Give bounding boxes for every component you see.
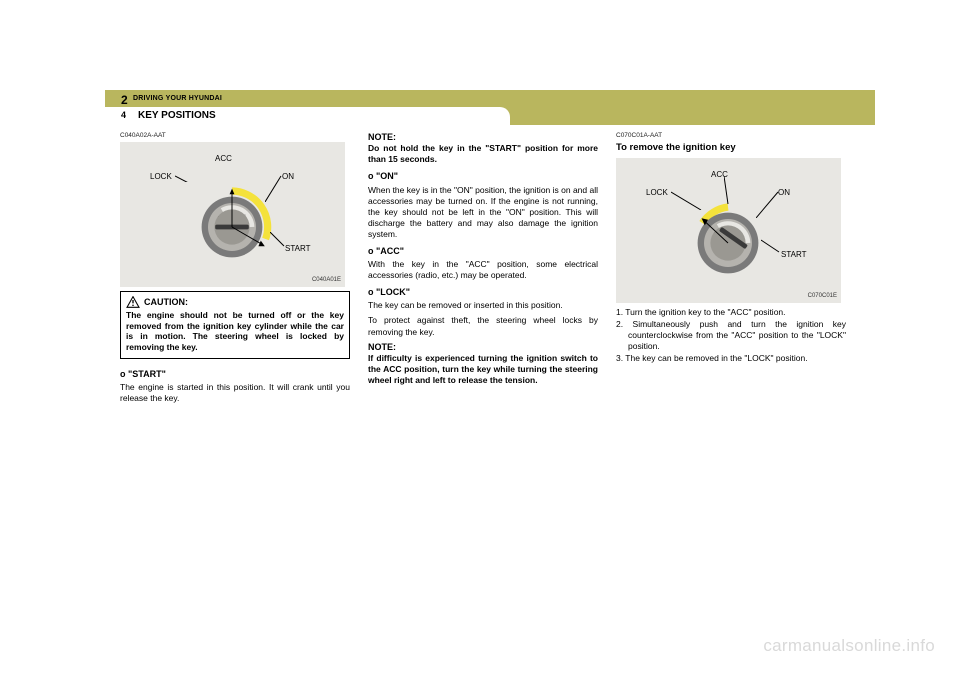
caution-text: The engine should not be turned off or t… (126, 310, 344, 353)
fig2-pointer-acc (724, 176, 744, 206)
fig1-pointer-lock (175, 162, 225, 182)
remove-key-heading: To remove the ignition key (616, 142, 846, 154)
lock-text1: The key can be removed or inserted in th… (368, 300, 598, 311)
lock-heading: o "LOCK" (368, 287, 598, 298)
caution-header: CAUTION: (126, 296, 344, 308)
fig1-pointer-start (270, 232, 300, 252)
note1-head: NOTE: (368, 132, 598, 143)
note2-text: If difficulty is experienced turning the… (368, 353, 598, 386)
step-1: 1. Turn the ignition key to the "ACC" po… (616, 307, 846, 318)
start-text: The engine is started in this position. … (120, 382, 350, 404)
on-heading: o "ON" (368, 171, 598, 182)
content-columns: C040A02A-AAT LOCK ACC ON AC (120, 132, 850, 408)
figure1-code-top: C040A02A-AAT (120, 132, 350, 140)
fig2-pointer-start (761, 236, 791, 256)
figure1-code-bottom: C040A01E (312, 277, 341, 285)
fig1-pointer-on (265, 172, 305, 202)
caution-title: CAUTION: (144, 297, 188, 308)
manual-page: 2 DRIVING YOUR HYUNDAI 4 KEY POSITIONS C… (105, 90, 855, 580)
figure-2: LOCK AC ACC LOCK ON START C070C01E (616, 158, 841, 303)
on-text: When the key is in the "ON" position, th… (368, 185, 598, 240)
fig2-pointer-lock (671, 180, 721, 210)
watermark: carmanualsonline.info (763, 636, 935, 656)
fig2-pointer-on (756, 188, 796, 218)
step-3: 3. The key can be removed in the "LOCK" … (616, 353, 846, 364)
lock-text2: To protect against theft, the steering w… (368, 315, 598, 337)
acc-heading: o "ACC" (368, 246, 598, 257)
figure2-code-top: C070C01A-AAT (616, 132, 846, 140)
column-2: NOTE: Do not hold the key in the "START"… (368, 132, 598, 408)
fig2-label-lock: LOCK (646, 188, 668, 198)
figure2-code-bottom: C070C01E (808, 293, 837, 301)
column-3: C070C01A-AAT To remove the ignition key … (616, 132, 846, 408)
section-title: DRIVING YOUR HYUNDAI (133, 95, 222, 102)
page-heading: KEY POSITIONS (138, 110, 216, 121)
note1-text: Do not hold the key in the "START" posit… (368, 143, 598, 165)
column-1: C040A02A-AAT LOCK ACC ON AC (120, 132, 350, 408)
section-number: 2 (121, 93, 128, 107)
note2-head: NOTE: (368, 342, 598, 353)
warning-icon (126, 296, 140, 308)
ignition-dial-1: LOCK ACC ON (192, 187, 272, 267)
page-number: 4 (121, 110, 126, 120)
step-2: 2. Simultaneously push and turn the igni… (616, 319, 846, 352)
figure-1: LOCK ACC ON ACC LOCK ON START C040A01E (120, 142, 345, 287)
start-heading: o "START" (120, 369, 350, 380)
acc-text: With the key in the "ACC" position, some… (368, 259, 598, 281)
caution-box: CAUTION: The engine should not be turned… (120, 291, 350, 359)
fig1-label-lock: LOCK (150, 172, 172, 182)
